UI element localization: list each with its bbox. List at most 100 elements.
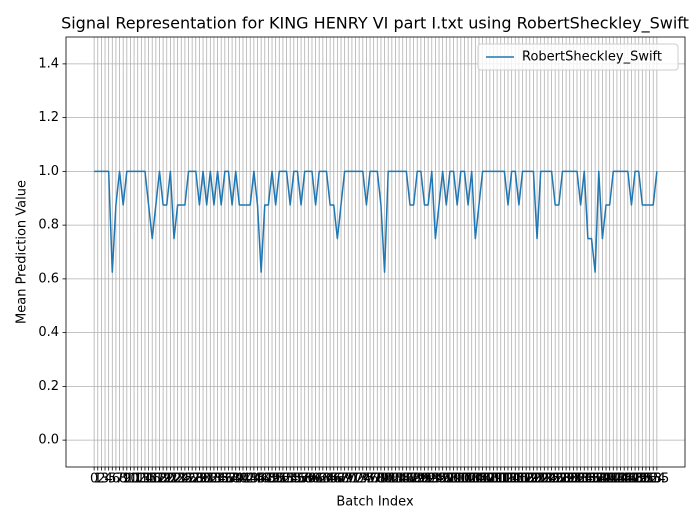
x-tick-label: 58 bbox=[296, 472, 313, 487]
x-tick-label: 113 bbox=[492, 472, 517, 487]
x-tick-label: 3 bbox=[101, 472, 109, 487]
x-tick-label: 1 bbox=[94, 472, 102, 487]
x-tick-label: 36 bbox=[217, 472, 234, 487]
x-tick-label: 5 bbox=[108, 472, 116, 487]
x-tick-label: 109 bbox=[477, 472, 502, 487]
x-tick-label: 34 bbox=[209, 472, 226, 487]
x-tick-label: 9 bbox=[123, 472, 131, 487]
x-tick-label: 60 bbox=[304, 472, 321, 487]
x-tick-label: 125 bbox=[536, 472, 561, 487]
y-axis-label: Mean Prediction Value bbox=[15, 180, 30, 324]
x-tick-label: 57 bbox=[293, 472, 310, 487]
x-tick-label: 25 bbox=[177, 472, 194, 487]
y-tick-label: 0.0 bbox=[38, 433, 59, 448]
x-tick-label: 114 bbox=[496, 472, 521, 487]
x-tick-label: 111 bbox=[485, 472, 510, 487]
x-tick-label: 20 bbox=[158, 472, 175, 487]
x-tick-label: 151 bbox=[630, 472, 655, 487]
x-tick-label: 52 bbox=[275, 472, 292, 487]
x-tick-label: 55 bbox=[286, 472, 303, 487]
x-tick-label: 81 bbox=[380, 472, 397, 487]
x-tick-label: 94 bbox=[427, 472, 444, 487]
x-tick-label: 89 bbox=[409, 472, 426, 487]
x-tick-label: 108 bbox=[474, 472, 499, 487]
x-tick-label: 106 bbox=[467, 472, 492, 487]
x-tick-label: 15 bbox=[140, 472, 157, 487]
x-tick-label: 17 bbox=[148, 472, 165, 487]
x-tick-label: 12 bbox=[129, 472, 146, 487]
x-tick-label: 71 bbox=[344, 472, 361, 487]
x-tick-label: 119 bbox=[514, 472, 539, 487]
x-tick-label: 97 bbox=[438, 472, 455, 487]
x-tick-label: 62 bbox=[311, 472, 328, 487]
x-axis-label: Batch Index bbox=[336, 495, 414, 510]
x-tick-label: 43 bbox=[242, 472, 259, 487]
x-tick-label: 138 bbox=[583, 472, 608, 487]
x-tick-label: 155 bbox=[644, 472, 669, 487]
x-tick-label: 44 bbox=[246, 472, 263, 487]
x-tick-label: 26 bbox=[180, 472, 197, 487]
x-tick-label: 110 bbox=[481, 472, 506, 487]
x-tick-label: 105 bbox=[463, 472, 488, 487]
x-tick-label: 19 bbox=[155, 472, 172, 487]
y-tick-label: 0.6 bbox=[38, 271, 59, 286]
y-tick-label: 0.8 bbox=[38, 218, 59, 233]
x-tick-label: 83 bbox=[387, 472, 404, 487]
x-tick-label: 41 bbox=[235, 472, 252, 487]
y-tick-label: 0.2 bbox=[38, 379, 59, 394]
x-tick-label: 80 bbox=[376, 472, 393, 487]
x-tick-label: 149 bbox=[623, 472, 648, 487]
x-tick-label: 0 bbox=[90, 472, 98, 487]
x-tick-label: 11 bbox=[126, 472, 143, 487]
x-tick-label: 144 bbox=[605, 472, 630, 487]
x-tick-label: 40 bbox=[231, 472, 248, 487]
x-tick-label: 104 bbox=[459, 472, 484, 487]
x-tick-label: 10 bbox=[122, 472, 139, 487]
y-tick-label: 1.0 bbox=[38, 164, 59, 179]
x-tick-label: 65 bbox=[322, 472, 339, 487]
x-tick-label: 23 bbox=[169, 472, 186, 487]
x-tick-label: 85 bbox=[394, 472, 411, 487]
x-tick-label: 120 bbox=[517, 472, 542, 487]
x-tick-label: 148 bbox=[619, 472, 644, 487]
x-tick-label: 95 bbox=[431, 472, 448, 487]
x-tick-label: 142 bbox=[597, 472, 622, 487]
x-tick-label: 91 bbox=[416, 472, 433, 487]
x-tick-label: 140 bbox=[590, 472, 615, 487]
x-tick-label: 103 bbox=[456, 472, 481, 487]
x-tick-label: 143 bbox=[601, 472, 626, 487]
x-tick-label: 8 bbox=[119, 472, 127, 487]
x-tick-label: 100 bbox=[445, 472, 470, 487]
x-tick-label: 129 bbox=[550, 472, 575, 487]
x-tick-label: 79 bbox=[373, 472, 390, 487]
x-tick-label: 102 bbox=[452, 472, 477, 487]
x-tick-label: 46 bbox=[253, 472, 270, 487]
x-tick-label: 45 bbox=[249, 472, 266, 487]
x-tick-label: 141 bbox=[594, 472, 619, 487]
x-tick-label: 133 bbox=[565, 472, 590, 487]
x-tick-label: 152 bbox=[634, 472, 659, 487]
y-tick-label: 1.4 bbox=[38, 56, 59, 71]
x-tick-label: 134 bbox=[568, 472, 593, 487]
x-tick-label: 13 bbox=[133, 472, 150, 487]
x-tick-label: 78 bbox=[369, 472, 386, 487]
x-tick-label: 28 bbox=[188, 472, 205, 487]
x-tick-label: 72 bbox=[347, 472, 364, 487]
x-tick-label: 139 bbox=[586, 472, 611, 487]
x-tick-label: 86 bbox=[398, 472, 415, 487]
x-tick-label: 126 bbox=[539, 472, 564, 487]
legend-label: RobertSheckley_Swift bbox=[522, 50, 662, 65]
x-tick-label: 42 bbox=[238, 472, 255, 487]
x-tick-label: 38 bbox=[224, 472, 241, 487]
x-tick-label: 92 bbox=[420, 472, 437, 487]
x-tick-label: 18 bbox=[151, 472, 168, 487]
x-tick-label: 61 bbox=[307, 472, 324, 487]
x-tick-label: 96 bbox=[434, 472, 451, 487]
x-tick-label: 93 bbox=[423, 472, 440, 487]
x-tick-label: 16 bbox=[144, 472, 161, 487]
x-tick-label: 2 bbox=[97, 472, 105, 487]
x-tick-label: 132 bbox=[561, 472, 586, 487]
x-tick-label: 31 bbox=[198, 472, 215, 487]
